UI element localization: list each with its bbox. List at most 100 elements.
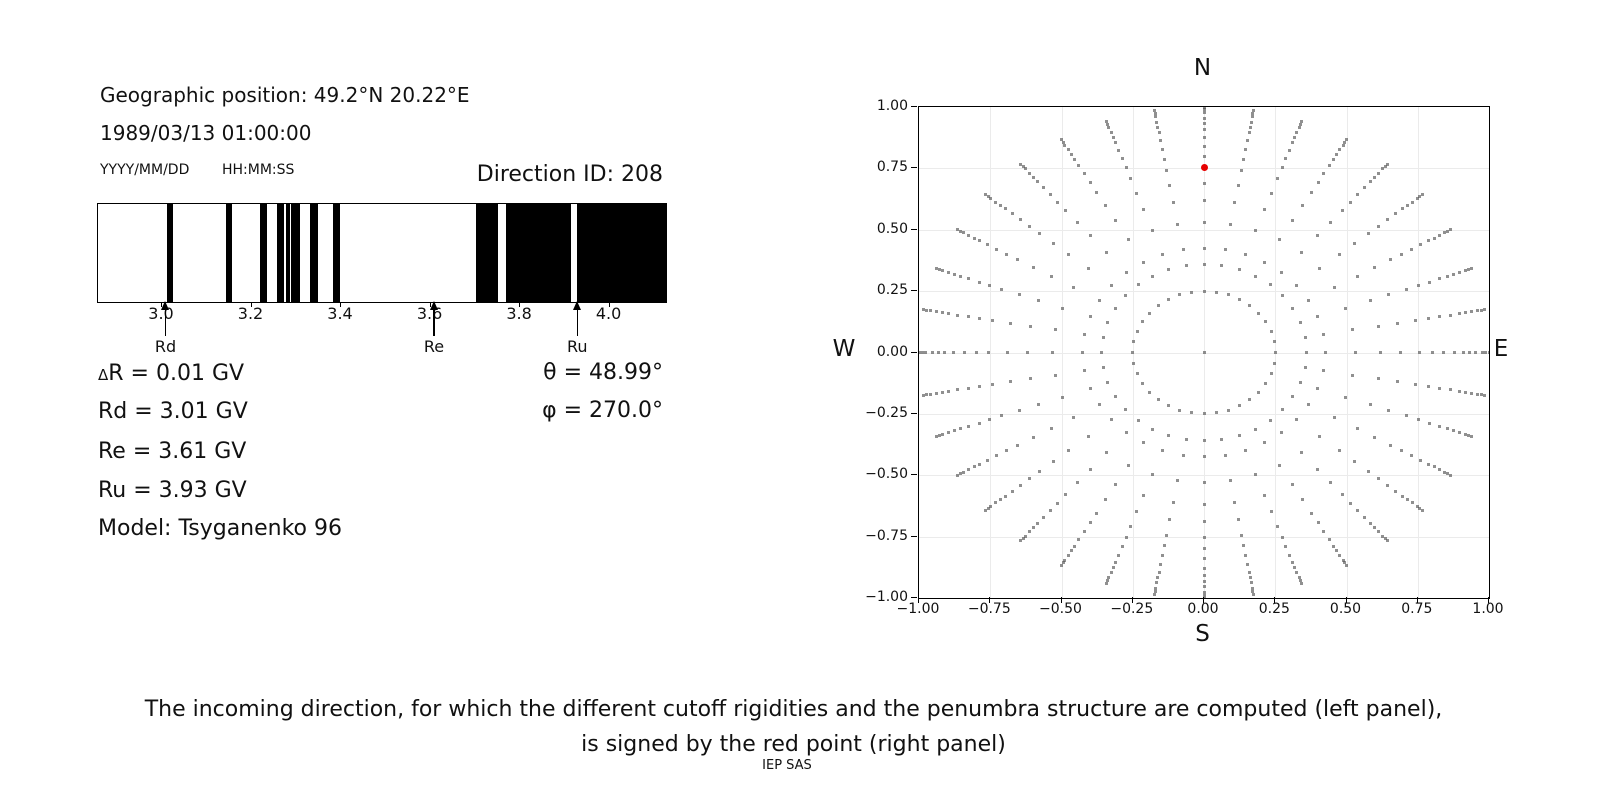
scatter-dot	[1214, 411, 1218, 415]
scatter-dot	[1141, 441, 1145, 445]
scatter-dot	[1071, 416, 1075, 420]
scatter-dot	[1251, 589, 1255, 593]
scatter-dot	[1226, 293, 1230, 297]
scatter-dot	[1066, 553, 1070, 557]
penumbra-axis-tick-label: 3.4	[327, 304, 353, 323]
scatter-dot	[1064, 493, 1068, 496]
scatter-dot	[1109, 418, 1113, 422]
scatter-dot	[1165, 168, 1169, 172]
scatter-dot	[941, 433, 945, 436]
scatter-dot	[1338, 553, 1342, 557]
scatter-dot	[1111, 566, 1115, 569]
scatter-dot	[1202, 220, 1206, 224]
scatter-dot	[1249, 581, 1253, 585]
scatter-dot	[1077, 164, 1081, 168]
scatter-dot	[1072, 544, 1076, 548]
scatter-dot	[1082, 529, 1086, 533]
scatter-dot	[1487, 351, 1489, 354]
scatter-dot	[1027, 530, 1031, 534]
scatter-dot	[1295, 418, 1299, 422]
scatter-dot	[1017, 408, 1021, 412]
scatter-dot	[977, 462, 981, 466]
scatter-dot	[1019, 162, 1023, 166]
scatter-dot	[1128, 176, 1132, 180]
scatter-dot	[1036, 403, 1040, 407]
scatter-dot	[1151, 274, 1155, 278]
rigidity-marker-arrowhead	[429, 301, 438, 310]
scatter-dot	[1202, 135, 1206, 139]
scatter-dot	[1323, 351, 1327, 354]
scatter-dot	[1202, 590, 1206, 594]
scatter-dot	[921, 393, 925, 397]
scatter-dot	[1335, 152, 1339, 156]
scatter-dot	[1041, 516, 1045, 520]
scatter-dot	[1048, 509, 1052, 512]
direction-plot-y-tick	[911, 228, 917, 230]
direction-plot-x-tick-label: 0.50	[1329, 601, 1362, 617]
scatter-dot	[1016, 443, 1020, 447]
scatter-dot	[925, 308, 929, 312]
scatter-dot	[1332, 544, 1336, 548]
scatter-dot	[977, 280, 981, 284]
scatter-dot	[1153, 592, 1156, 596]
scatter-dot	[1328, 480, 1332, 484]
direction-plot-y-tick-label: −0.50	[865, 466, 908, 483]
scatter-dot	[988, 283, 992, 287]
scatter-dot	[1463, 269, 1467, 272]
direction-plot-y-tick-label: 0.00	[876, 343, 908, 360]
scatter-dot	[1420, 508, 1424, 512]
scatter-dot	[1483, 393, 1487, 397]
compass-label-south: S	[1195, 621, 1210, 647]
scatter-dot	[1467, 268, 1471, 271]
scatter-dot	[1420, 193, 1424, 197]
scatter-dot	[937, 434, 941, 437]
penumbra-axis-tick	[340, 302, 341, 307]
scatter-dot	[958, 229, 962, 233]
direction-plot-x-tick-label: −1.00	[896, 601, 940, 617]
scatter-dot	[1051, 242, 1055, 246]
scatter-dot	[1097, 403, 1101, 407]
scatter-dot	[1416, 418, 1420, 422]
scatter-dot	[1104, 497, 1108, 501]
scatter-dot	[1140, 320, 1144, 324]
scatter-dot	[972, 465, 976, 469]
scatter-dot	[1202, 198, 1206, 202]
scatter-dot	[1418, 506, 1422, 510]
scatter-dot	[1083, 369, 1087, 373]
scatter-dot	[1105, 581, 1108, 585]
direction-plot-y-tick	[911, 167, 917, 169]
scatter-dot	[974, 351, 978, 354]
scatter-dot	[1316, 234, 1320, 238]
scatter-dot	[1337, 448, 1341, 452]
scatter-dot	[1264, 381, 1268, 385]
scatter-dot	[1247, 131, 1251, 134]
grid-line	[919, 229, 1489, 231]
scatter-dot	[1356, 509, 1360, 512]
scatter-dot	[1463, 433, 1467, 436]
scatter-dot	[1132, 340, 1136, 344]
scatter-dot	[1028, 377, 1032, 381]
scatter-dot	[1479, 393, 1483, 397]
scatter-dot	[1303, 335, 1307, 339]
scatter-dot	[1202, 289, 1206, 293]
scatter-dot	[1345, 563, 1348, 567]
scatter-dot	[1297, 125, 1301, 129]
scatter-dot	[1297, 576, 1301, 580]
scatter-dot	[1295, 131, 1299, 135]
scatter-dot	[1202, 455, 1206, 459]
scatter-dot	[1263, 260, 1267, 264]
scatter-dot	[1106, 123, 1110, 127]
scatter-dot	[1248, 576, 1252, 580]
scatter-dot	[1242, 544, 1246, 548]
scatter-dot	[1031, 526, 1035, 530]
scatter-dot	[1202, 262, 1206, 266]
scatter-dot	[1099, 351, 1103, 354]
scatter-dot	[967, 234, 971, 237]
scatter-dot	[1278, 463, 1281, 467]
direction-plot-x-tick	[1203, 597, 1204, 603]
scatter-dot	[1127, 238, 1130, 242]
rigidity-info-row: Rd = 3.01 GV	[98, 399, 248, 424]
scatter-dot	[1106, 381, 1110, 385]
scatter-dot	[1409, 247, 1413, 251]
scatter-dot	[1328, 221, 1332, 225]
